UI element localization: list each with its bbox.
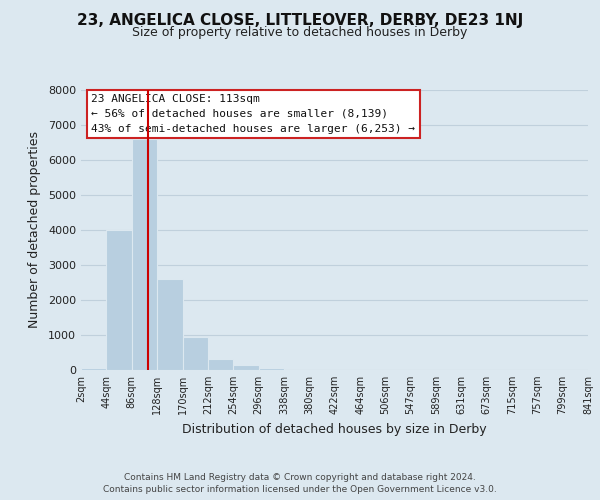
- Text: Size of property relative to detached houses in Derby: Size of property relative to detached ho…: [133, 26, 467, 39]
- Text: Contains public sector information licensed under the Open Government Licence v3: Contains public sector information licen…: [103, 485, 497, 494]
- Bar: [208, 359, 233, 370]
- Y-axis label: Number of detached properties: Number of detached properties: [28, 132, 41, 328]
- Text: 23 ANGELICA CLOSE: 113sqm
← 56% of detached houses are smaller (8,139)
43% of se: 23 ANGELICA CLOSE: 113sqm ← 56% of detac…: [91, 94, 415, 134]
- Bar: [233, 366, 259, 370]
- Bar: [132, 139, 157, 370]
- X-axis label: Distribution of detached houses by size in Derby: Distribution of detached houses by size …: [182, 422, 487, 436]
- Bar: [157, 279, 182, 370]
- Bar: [106, 230, 132, 370]
- Bar: [81, 368, 106, 370]
- Bar: [259, 368, 284, 370]
- Bar: [182, 337, 208, 370]
- Text: 23, ANGELICA CLOSE, LITTLEOVER, DERBY, DE23 1NJ: 23, ANGELICA CLOSE, LITTLEOVER, DERBY, D…: [77, 12, 523, 28]
- Text: Contains HM Land Registry data © Crown copyright and database right 2024.: Contains HM Land Registry data © Crown c…: [124, 472, 476, 482]
